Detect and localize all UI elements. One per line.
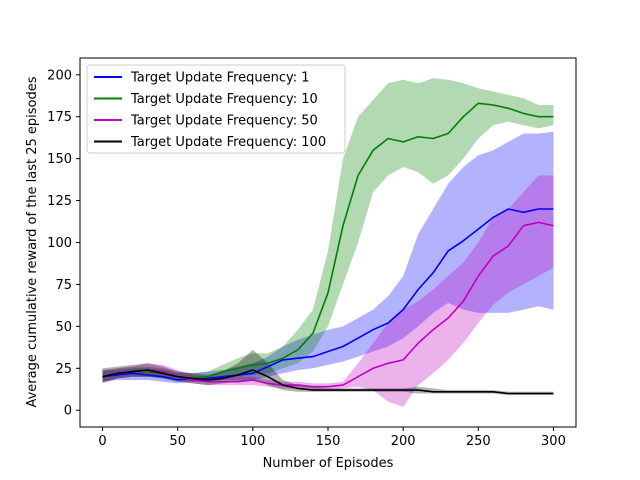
y-axis: 0 25 50 75 100 125 150 175 200: [47, 68, 80, 419]
x-tick-label: 250: [466, 434, 491, 449]
y-tick-label: 0: [64, 404, 72, 419]
y-tick-label: 175: [47, 110, 72, 125]
band-series-3: [102, 175, 554, 407]
band-series-2: [102, 78, 554, 382]
x-tick-label: 200: [391, 434, 416, 449]
y-tick-label: 75: [55, 278, 72, 293]
y-tick-label: 100: [47, 236, 72, 251]
legend-label-2: Target Update Frequency: 10: [130, 92, 318, 107]
x-tick-label: 0: [98, 434, 106, 449]
y-tick-label: 200: [47, 68, 72, 83]
y-tick-label: 50: [55, 320, 72, 335]
legend-box: [86, 64, 346, 154]
confidence-bands: [102, 78, 554, 407]
band-series-1: [102, 131, 554, 384]
band-series-4: [102, 349, 554, 396]
y-tick-label: 25: [55, 362, 72, 377]
x-axis-label: Number of Episodes: [263, 456, 394, 471]
legend-label-4: Target Update Frequency: 100: [130, 135, 326, 150]
y-tick-label: 125: [47, 194, 72, 209]
x-tick-label: 300: [541, 434, 566, 449]
legend-label-3: Target Update Frequency: 50: [130, 114, 318, 129]
legend-label-1: Target Update Frequency: 1: [130, 71, 310, 86]
line-series-4: [102, 369, 554, 395]
x-tick-label: 100: [240, 434, 265, 449]
y-tick-label: 150: [47, 152, 72, 167]
x-axis: 0 50 100 150 200 250 300: [98, 427, 566, 449]
x-tick-label: 50: [169, 434, 186, 449]
y-axis-label: Average cumulative reward of the last 25…: [25, 76, 40, 407]
legend: Target Update Frequency: 1 Target Update …: [86, 64, 346, 154]
x-tick-label: 150: [316, 434, 341, 449]
series-lines: [102, 102, 554, 395]
line-series-1: [102, 208, 554, 381]
